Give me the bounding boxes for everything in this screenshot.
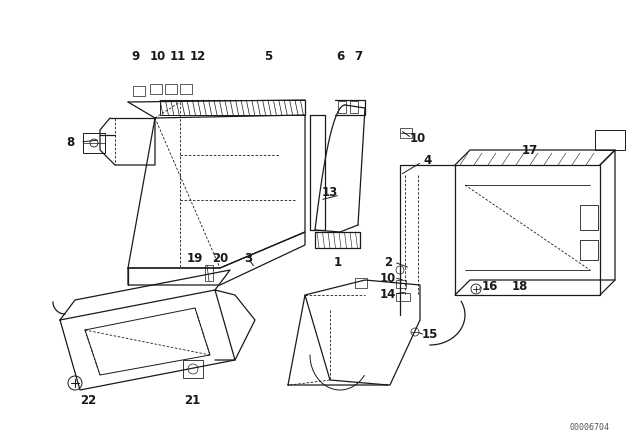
Text: 9: 9 xyxy=(131,51,139,64)
Bar xyxy=(205,265,213,281)
Circle shape xyxy=(396,266,404,274)
Text: 22: 22 xyxy=(80,393,96,406)
Bar xyxy=(183,360,203,378)
Text: 17: 17 xyxy=(522,143,538,156)
Circle shape xyxy=(90,139,98,147)
Text: 2: 2 xyxy=(384,255,392,268)
Text: 10: 10 xyxy=(150,51,166,64)
Text: 11: 11 xyxy=(170,51,186,64)
Text: 5: 5 xyxy=(264,51,272,64)
Bar xyxy=(595,130,625,150)
Text: 19: 19 xyxy=(187,251,203,264)
Text: 21: 21 xyxy=(184,393,200,406)
Bar xyxy=(180,84,192,94)
Bar xyxy=(165,84,177,94)
Circle shape xyxy=(188,364,198,374)
Text: 3: 3 xyxy=(244,251,252,264)
Bar xyxy=(338,101,346,113)
Circle shape xyxy=(471,284,481,294)
Text: 20: 20 xyxy=(212,251,228,264)
Bar xyxy=(580,205,598,230)
Text: 12: 12 xyxy=(190,51,206,64)
Bar xyxy=(580,240,598,260)
Text: 6: 6 xyxy=(336,51,344,64)
Text: 1: 1 xyxy=(334,255,342,268)
Bar xyxy=(355,278,367,288)
Text: 7: 7 xyxy=(354,51,362,64)
Text: 15: 15 xyxy=(422,328,438,341)
Bar xyxy=(350,101,358,113)
Text: 8: 8 xyxy=(66,135,74,148)
Text: 14: 14 xyxy=(380,288,396,301)
Text: 16: 16 xyxy=(482,280,498,293)
Text: 10: 10 xyxy=(410,132,426,145)
Text: 00006704: 00006704 xyxy=(570,423,610,432)
Bar xyxy=(150,84,162,94)
Bar xyxy=(83,133,105,153)
Bar xyxy=(396,293,410,301)
Text: 10: 10 xyxy=(380,271,396,284)
Text: 13: 13 xyxy=(322,185,338,198)
Bar xyxy=(400,128,412,138)
Bar xyxy=(396,280,406,288)
Bar xyxy=(133,86,145,96)
Circle shape xyxy=(411,328,419,336)
Circle shape xyxy=(68,376,82,390)
Text: 18: 18 xyxy=(512,280,528,293)
Text: 4: 4 xyxy=(424,154,432,167)
